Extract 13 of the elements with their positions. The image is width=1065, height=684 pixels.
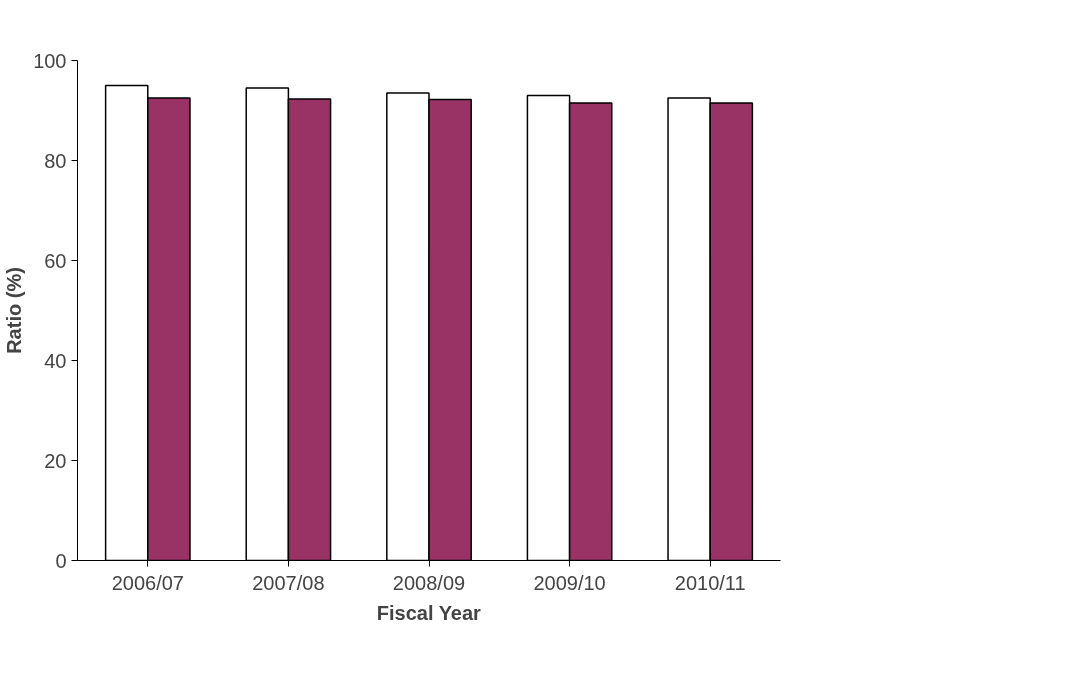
x-tick-label: 2010/11: [674, 571, 746, 594]
y-tick-label: 40: [44, 349, 67, 372]
y-tick-label: 0: [55, 549, 67, 572]
y-tick-label: 20: [44, 449, 67, 472]
x-tick-label: 2006/07: [111, 571, 184, 594]
x-tick-label: 2009/10: [533, 571, 606, 594]
y-tick-label: 80: [44, 149, 67, 172]
y-axis-title: Ratio (%): [3, 267, 26, 354]
y-tick-label: 60: [44, 249, 67, 272]
y-tick-label: 100: [33, 49, 67, 72]
x-tick-label: 2007/08: [252, 571, 325, 594]
x-tick-label: 2008/09: [392, 571, 466, 594]
x-axis-title: Fiscal Year: [376, 601, 482, 624]
